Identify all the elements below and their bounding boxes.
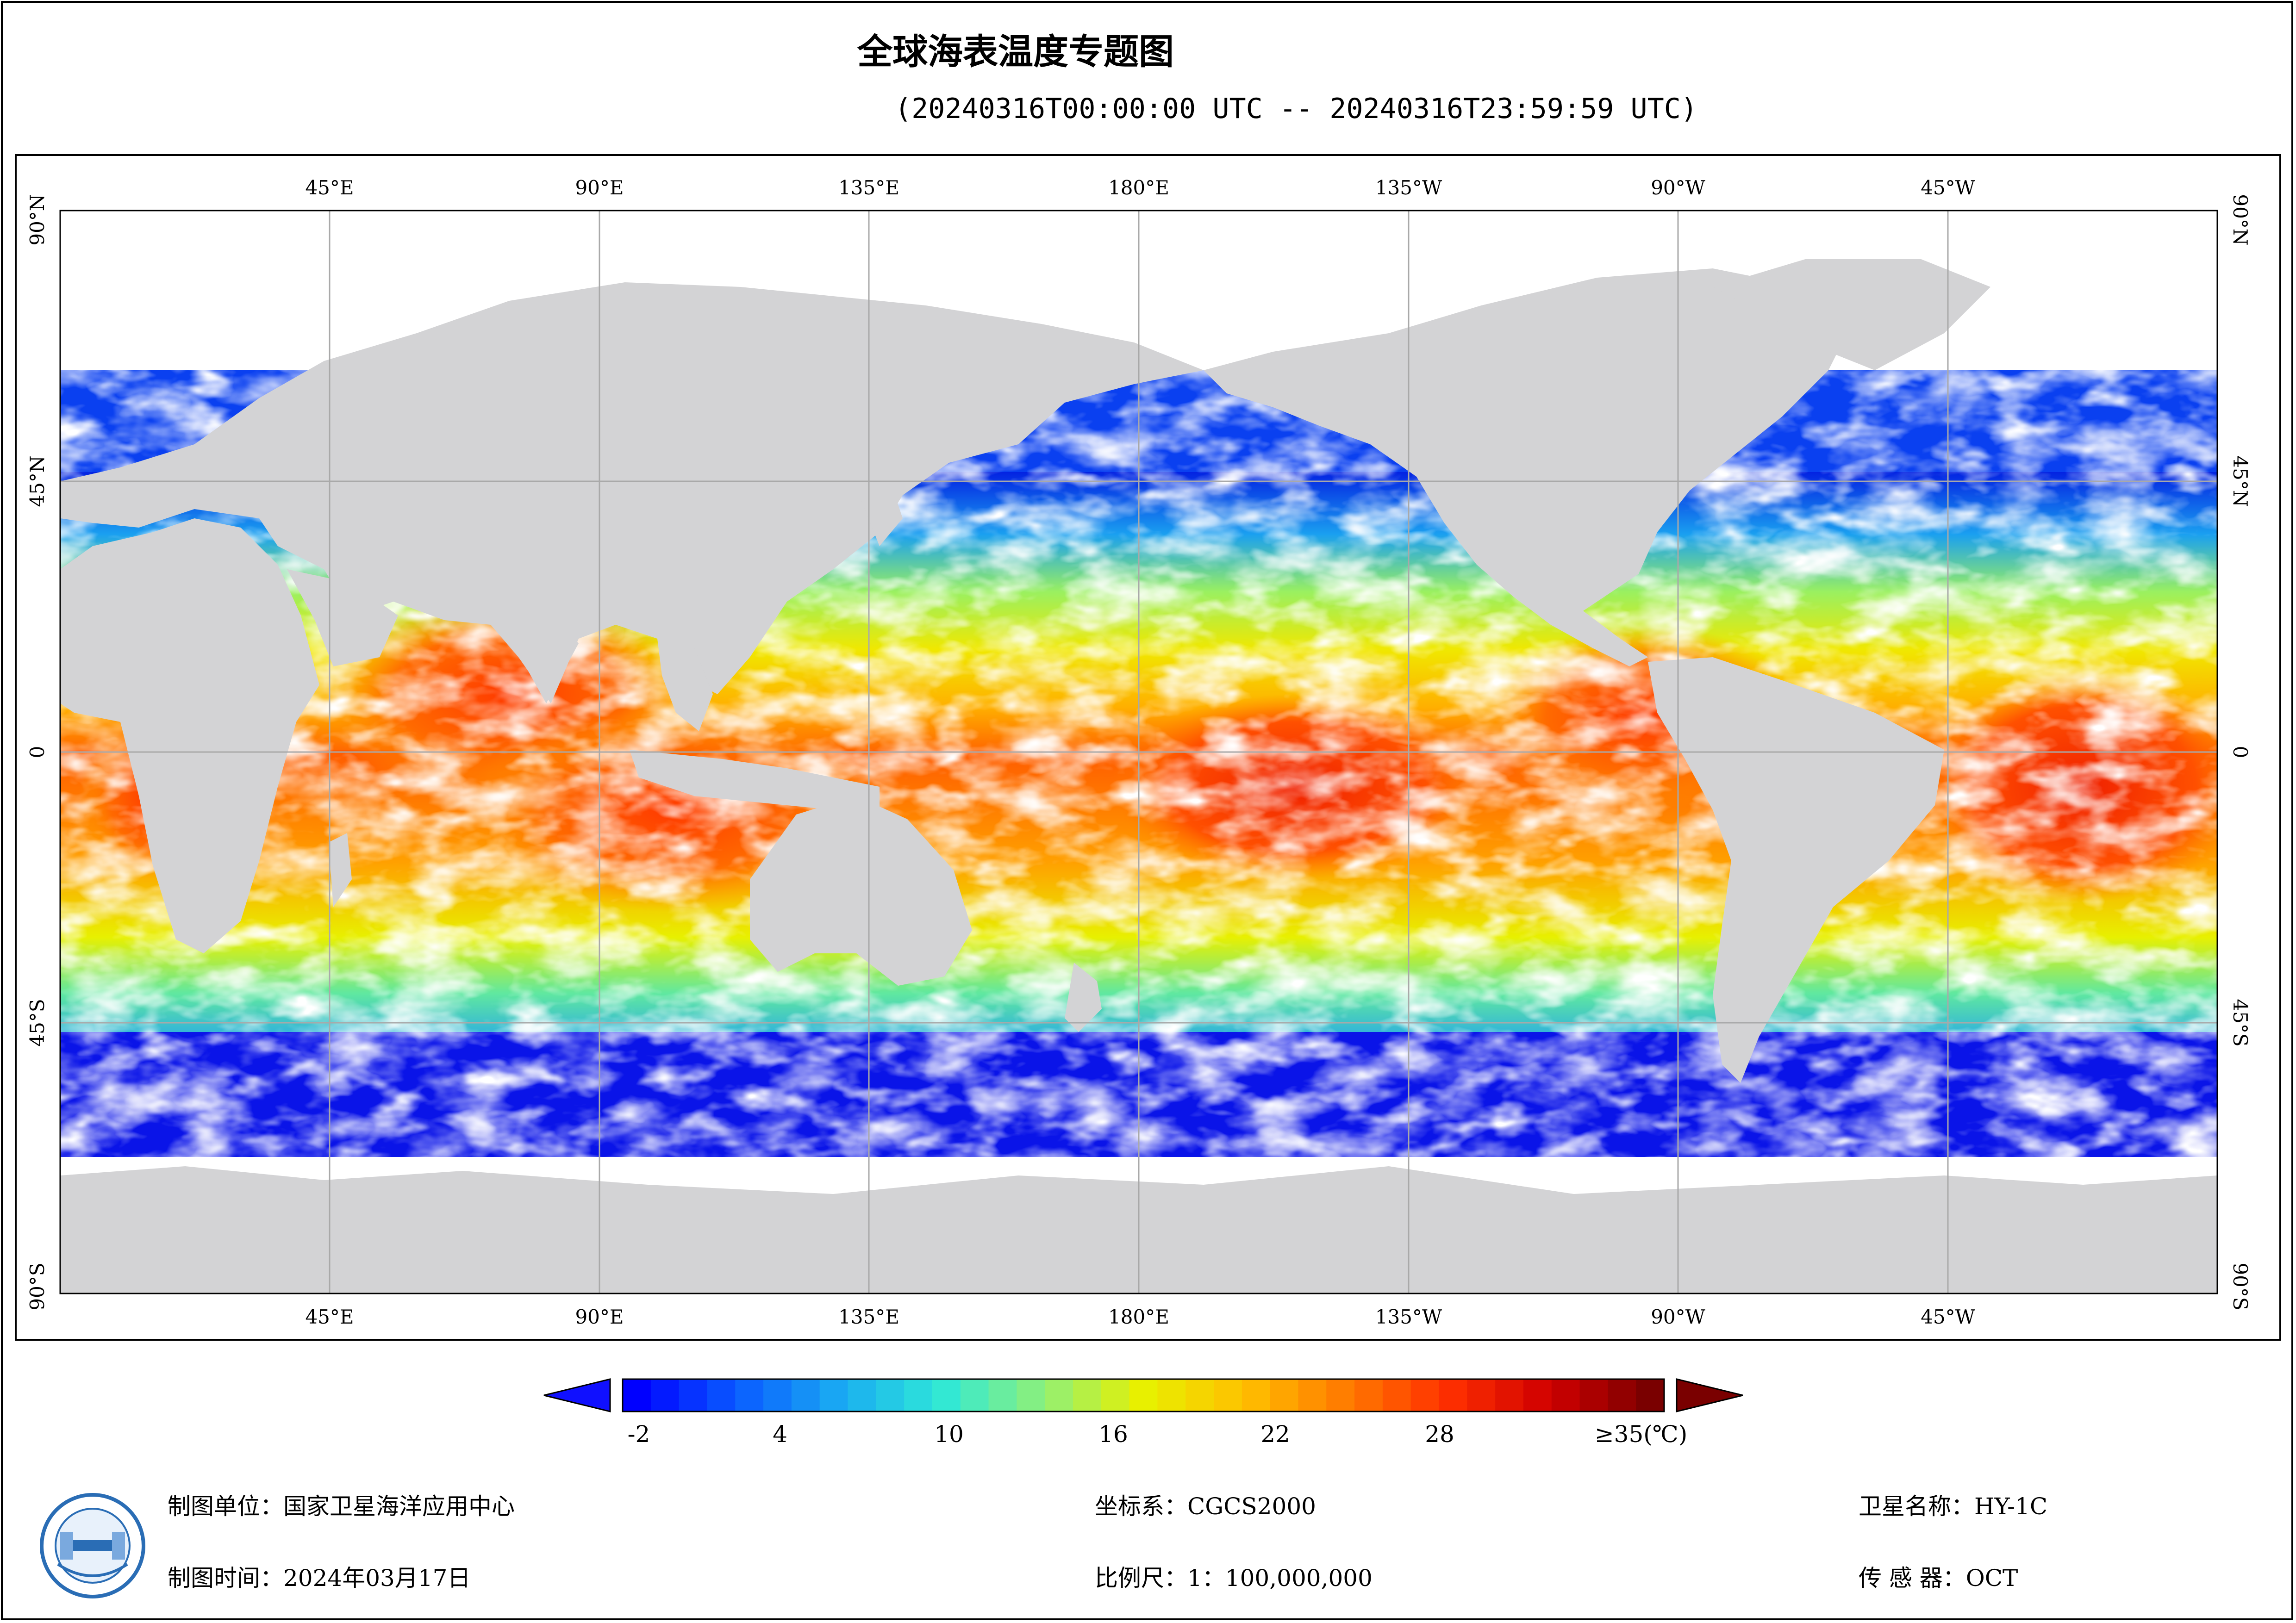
lon-label-top-4: 135°W — [1375, 176, 1442, 199]
map-title: 全球海表温度专题图 — [857, 31, 1174, 72]
colorbar-cell — [1185, 1379, 1214, 1412]
date-text: 制图时间：2024年03月17日 — [168, 1565, 471, 1592]
colorbar-cell — [932, 1379, 961, 1412]
lon-label-top-1: 90°E — [575, 176, 624, 199]
india — [500, 616, 579, 703]
colorbar-cell — [1157, 1379, 1186, 1412]
colorbar-cell — [1523, 1379, 1552, 1412]
colorbar-cell — [1608, 1379, 1636, 1412]
colorbar-tick-3: 16 — [1098, 1421, 1128, 1448]
colorbar-cell — [1017, 1379, 1045, 1412]
colorbar-cell — [1551, 1379, 1580, 1412]
colorbar-tick-1: 4 — [773, 1421, 787, 1448]
lon-label-top-6: 45°W — [1921, 176, 1975, 199]
coordinate-system-text: 坐标系：CGCS2000 — [1095, 1493, 1316, 1520]
colorbar-tick-0: -2 — [627, 1421, 650, 1448]
lon-label-bottom-2: 135°E — [838, 1306, 899, 1328]
new-zealand — [1065, 963, 1102, 1032]
colorbar-cell — [1439, 1379, 1467, 1412]
colorbar-cell — [848, 1379, 876, 1412]
logo-icon — [40, 1493, 145, 1598]
lon-label-top-2: 135°E — [838, 176, 899, 199]
map-content — [60, 211, 2217, 1293]
colorbar-cell — [1298, 1379, 1327, 1412]
graticule — [60, 211, 2217, 1293]
lat-label-left-2: 0 — [26, 746, 49, 759]
africa — [60, 518, 319, 953]
colorbar-cell — [679, 1379, 707, 1412]
lat-label-left-4: 90°S — [26, 1262, 49, 1310]
colorbar-cell — [1242, 1379, 1271, 1412]
lon-label-top-3: 180°E — [1108, 176, 1169, 199]
colorbar-cell — [876, 1379, 905, 1412]
lon-label-bottom-0: 45°E — [305, 1306, 354, 1328]
colorbar-cell — [960, 1379, 989, 1412]
lat-label-right-2: 0 — [2229, 746, 2252, 759]
colorbar-cell — [819, 1379, 848, 1412]
north-america — [1204, 268, 1852, 666]
colorbar-cell — [623, 1379, 651, 1412]
colorbar-cell — [1326, 1379, 1355, 1412]
lon-label-bottom-3: 180°E — [1108, 1306, 1169, 1328]
lon-label-top-5: 90°W — [1651, 176, 1705, 199]
colorbar-cell — [1579, 1379, 1608, 1412]
lat-label-left-1: 45°N — [26, 455, 49, 507]
colorbar-cell — [904, 1379, 933, 1412]
japan — [861, 477, 903, 546]
australia — [750, 796, 972, 986]
scale-text: 比例尺：1：100,000,000 — [1095, 1565, 1373, 1592]
colorbar-cells — [623, 1379, 1665, 1412]
indochina — [657, 639, 713, 731]
indonesia — [630, 750, 880, 815]
lat-label-right-0: 90°N — [2229, 194, 2252, 245]
colorbar-cell — [1214, 1379, 1242, 1412]
arabia — [287, 569, 398, 666]
lat-label-left-3: 45°S — [26, 999, 49, 1046]
lon-label-bottom-5: 90°W — [1651, 1306, 1705, 1328]
lon-label-bottom-1: 90°E — [575, 1306, 624, 1328]
map-frame — [15, 154, 2281, 1341]
lon-label-bottom-4: 135°W — [1375, 1306, 1442, 1328]
greenland — [1713, 259, 1990, 370]
colorbar-tick-2: 10 — [934, 1421, 964, 1448]
colorbar-tick-6: ≥35(℃) — [1594, 1421, 1688, 1448]
lon-label-top-0: 45°E — [305, 176, 354, 199]
producer-text: 制图单位：国家卫星海洋应用中心 — [168, 1493, 515, 1520]
map-subtitle: (20240316T00:00:00 UTC -- 20240316T23:59… — [895, 93, 1697, 125]
colorbar-cell — [735, 1379, 764, 1412]
colorbar-cell — [1467, 1379, 1496, 1412]
colorbar-cell — [1270, 1379, 1298, 1412]
lon-label-bottom-6: 45°W — [1921, 1306, 1975, 1328]
colorbar-cell — [1410, 1379, 1440, 1412]
colorbar-left-arrow — [543, 1378, 611, 1412]
colorbar-cell — [988, 1379, 1017, 1412]
colorbar-cell — [1495, 1379, 1524, 1412]
colorbar-cell — [1073, 1379, 1102, 1412]
colorbar-tick-5: 28 — [1425, 1421, 1454, 1448]
colorbar — [543, 1378, 1743, 1412]
colorbar-cell — [1382, 1379, 1411, 1412]
lat-label-right-1: 45°N — [2229, 455, 2252, 507]
sensor-text: 传 感 器：OCT — [1859, 1565, 2018, 1592]
colorbar-cell — [1636, 1379, 1665, 1412]
colorbar-cell — [1101, 1379, 1130, 1412]
south-america — [1648, 657, 1944, 1083]
colorbar-cell — [763, 1379, 792, 1412]
lat-label-left-0: 90°N — [26, 194, 49, 245]
madagascar — [329, 833, 352, 907]
colorbar-right-arrow — [1676, 1378, 1743, 1412]
colorbar-cell — [650, 1379, 680, 1412]
colorbar-cell — [707, 1379, 736, 1412]
colorbar-tick-4: 22 — [1260, 1421, 1290, 1448]
colorbar-cell — [1045, 1379, 1073, 1412]
colorbar-cell — [1354, 1379, 1383, 1412]
lat-label-right-3: 45°S — [2229, 999, 2252, 1046]
satellite-text: 卫星名称：HY-1C — [1859, 1493, 2048, 1520]
colorbar-cell — [791, 1379, 820, 1412]
lat-label-right-4: 90°S — [2229, 1262, 2252, 1310]
colorbar-cell — [1129, 1379, 1158, 1412]
